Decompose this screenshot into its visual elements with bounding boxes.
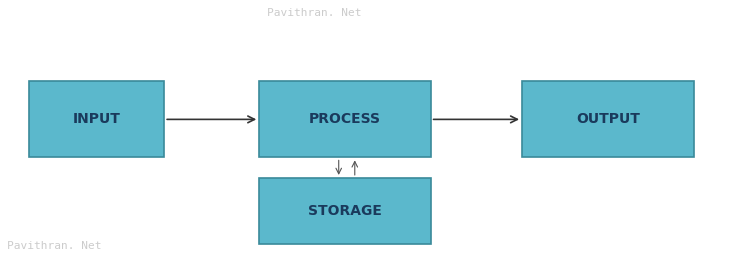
Text: Pavithran. Net: Pavithran. Net	[7, 242, 101, 251]
Text: OUTPUT: OUTPUT	[576, 112, 639, 126]
Text: Pavithran. Net: Pavithran. Net	[266, 8, 361, 18]
Text: STORAGE: STORAGE	[308, 204, 382, 218]
Text: PROCESS: PROCESS	[309, 112, 381, 126]
FancyBboxPatch shape	[29, 81, 164, 157]
FancyBboxPatch shape	[522, 81, 693, 157]
Text: INPUT: INPUT	[73, 112, 120, 126]
FancyBboxPatch shape	[259, 178, 431, 244]
FancyBboxPatch shape	[259, 81, 431, 157]
